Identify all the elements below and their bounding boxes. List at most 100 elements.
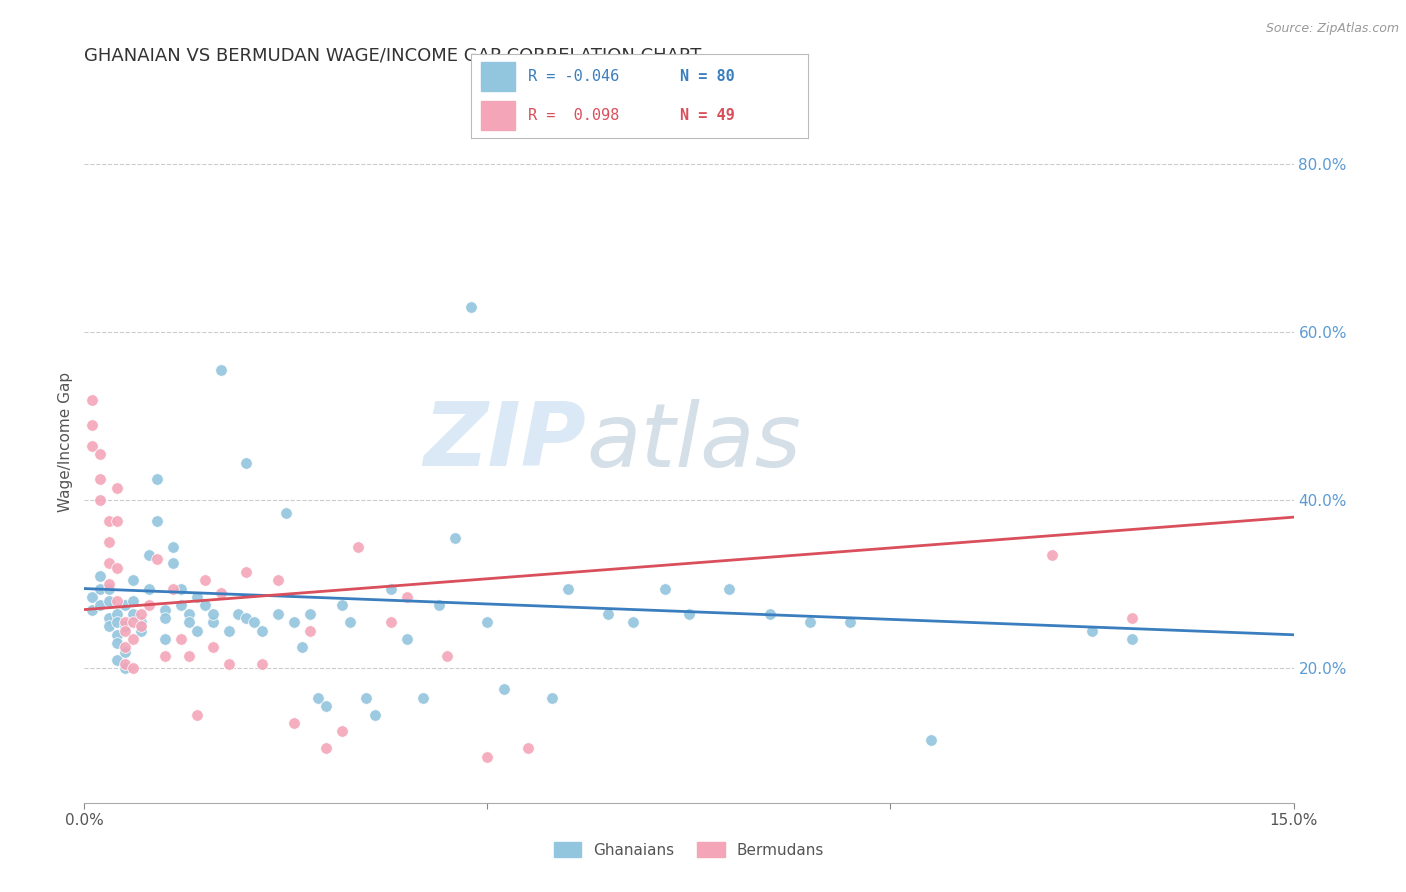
Point	[146, 514, 169, 528]
Point	[218, 624, 240, 638]
Point	[121, 573, 143, 587]
Point	[209, 363, 232, 377]
Point	[194, 599, 217, 613]
Point	[460, 300, 482, 314]
Point	[179, 648, 201, 663]
Point	[186, 590, 208, 604]
Point	[89, 599, 111, 613]
Point	[138, 548, 160, 562]
Point	[363, 707, 385, 722]
Point	[121, 615, 143, 630]
Point	[162, 582, 184, 596]
Point	[477, 749, 499, 764]
Point	[235, 565, 257, 579]
Point	[250, 657, 273, 672]
Point	[146, 552, 169, 566]
Point	[97, 514, 120, 528]
Point	[89, 447, 111, 461]
Point	[291, 640, 314, 655]
Point	[477, 615, 499, 630]
Point	[170, 599, 193, 613]
Point	[105, 481, 128, 495]
Point	[315, 741, 337, 756]
Point	[82, 590, 104, 604]
Point	[226, 607, 249, 621]
Text: GHANAIAN VS BERMUDAN WAGE/INCOME GAP CORRELATION CHART: GHANAIAN VS BERMUDAN WAGE/INCOME GAP COR…	[84, 47, 702, 65]
Point	[718, 582, 741, 596]
Point	[541, 690, 564, 705]
Point	[114, 615, 136, 630]
Point	[492, 682, 515, 697]
Point	[274, 506, 297, 520]
Point	[758, 607, 780, 621]
Point	[186, 624, 208, 638]
Point	[1121, 632, 1143, 646]
Point	[202, 607, 225, 621]
Point	[267, 573, 290, 587]
Point	[330, 599, 353, 613]
Point	[129, 615, 152, 630]
Point	[347, 540, 370, 554]
Point	[162, 557, 184, 571]
Point	[235, 456, 257, 470]
Point	[283, 716, 305, 731]
Point	[162, 540, 184, 554]
Point	[105, 615, 128, 630]
Point	[235, 611, 257, 625]
Point	[121, 632, 143, 646]
Point	[129, 607, 152, 621]
Point	[444, 531, 467, 545]
Point	[179, 615, 201, 630]
Point	[186, 707, 208, 722]
Point	[114, 640, 136, 655]
Bar	[481, 62, 515, 91]
Point	[114, 599, 136, 613]
Point	[242, 615, 264, 630]
Point	[380, 615, 402, 630]
Text: Source: ZipAtlas.com: Source: ZipAtlas.com	[1265, 22, 1399, 36]
Point	[315, 699, 337, 714]
Point	[395, 632, 418, 646]
Bar	[481, 101, 515, 130]
Point	[202, 615, 225, 630]
Point	[82, 602, 104, 616]
Point	[621, 615, 644, 630]
Point	[89, 569, 111, 583]
Point	[114, 657, 136, 672]
Point	[105, 560, 128, 574]
Point	[105, 594, 128, 608]
Point	[153, 611, 176, 625]
Point	[436, 648, 458, 663]
Point	[153, 648, 176, 663]
Point	[121, 594, 143, 608]
Text: atlas: atlas	[586, 399, 801, 484]
Point	[170, 582, 193, 596]
Point	[839, 615, 862, 630]
Point	[105, 653, 128, 667]
Point	[97, 582, 120, 596]
Point	[82, 417, 104, 432]
Point	[97, 535, 120, 549]
Point	[218, 657, 240, 672]
Point	[97, 611, 120, 625]
Point	[129, 624, 152, 638]
Text: R =  0.098: R = 0.098	[529, 108, 620, 123]
Point	[89, 472, 111, 486]
Point	[380, 582, 402, 596]
Point	[920, 732, 942, 747]
Point	[105, 514, 128, 528]
Point	[654, 582, 676, 596]
Point	[97, 594, 120, 608]
Point	[250, 624, 273, 638]
Point	[330, 724, 353, 739]
Point	[121, 607, 143, 621]
Point	[82, 392, 104, 407]
Point	[307, 690, 329, 705]
Point	[412, 690, 434, 705]
Point	[89, 493, 111, 508]
Point	[283, 615, 305, 630]
Point	[105, 607, 128, 621]
Point	[194, 573, 217, 587]
Point	[557, 582, 579, 596]
Point	[516, 741, 538, 756]
